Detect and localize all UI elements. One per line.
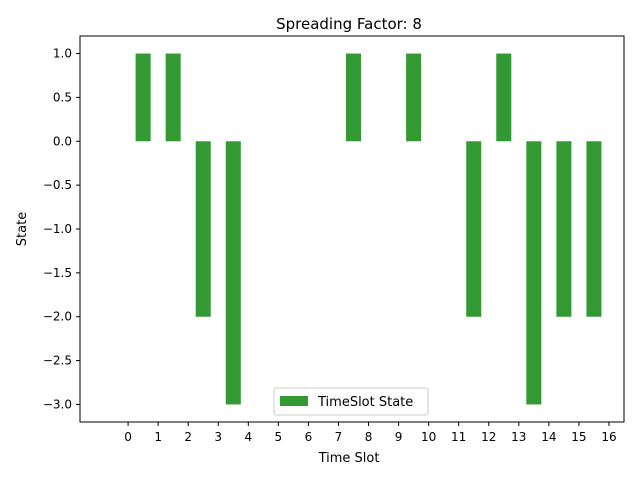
x-tick-label: 16 (601, 430, 616, 444)
x-tick-label: 15 (571, 430, 586, 444)
bar (406, 53, 422, 142)
x-tick-label: 4 (244, 430, 252, 444)
x-tick-label: 13 (511, 430, 526, 444)
y-tick-label: −1.0 (43, 222, 72, 236)
legend-box (273, 387, 429, 416)
legend-swatch (280, 396, 308, 406)
bar (345, 53, 362, 142)
legend-label: TimeSlot State (317, 395, 413, 410)
bar (556, 141, 572, 317)
y-tick-label: −0.5 (43, 178, 72, 192)
x-tick-label: 9 (395, 430, 403, 444)
x-tick-label: 3 (214, 430, 222, 444)
bar (466, 141, 482, 317)
x-tick-label: 6 (305, 430, 313, 444)
y-tick-label: −2.0 (43, 310, 72, 324)
x-tick-label: 8 (365, 430, 373, 444)
x-axis-label: Time Slot (318, 451, 380, 466)
x-tick-label: 5 (275, 430, 283, 444)
bar (195, 141, 211, 317)
bar (496, 53, 512, 142)
bar (526, 141, 542, 405)
chart-title: Spreading Factor: 8 (276, 15, 422, 33)
x-tick-label: 1 (154, 430, 162, 444)
y-tick-label: 1.0 (53, 47, 72, 61)
y-tick-label: −3.0 (43, 397, 72, 411)
legend: TimeSlot State (273, 387, 429, 416)
y-axis-ticks: 1.0 0.5 0.0 −0.5 −1.0 −1.5 −2.0 −2.5 −3.0 (43, 47, 80, 411)
bar (135, 53, 151, 142)
bar (165, 53, 181, 142)
y-tick-label: −2.5 (43, 354, 72, 368)
x-tick-label: 12 (481, 430, 496, 444)
x-tick-label: 7 (335, 430, 343, 444)
x-tick-label: 10 (421, 430, 436, 444)
x-axis-ticks: 0 1 2 3 4 5 6 7 8 9 10 11 12 13 14 15 16 (124, 422, 617, 444)
x-tick-label: 2 (184, 430, 192, 444)
y-tick-label: 0.5 (53, 90, 72, 104)
y-axis-label: State (15, 212, 30, 246)
y-tick-label: −1.5 (43, 266, 72, 280)
bar (586, 141, 602, 317)
x-tick-label: 14 (541, 430, 556, 444)
x-tick-label: 11 (451, 430, 466, 444)
x-tick-label: 0 (124, 430, 132, 444)
bar (225, 141, 241, 405)
bars (135, 53, 602, 405)
y-tick-label: 0.0 (53, 134, 72, 148)
